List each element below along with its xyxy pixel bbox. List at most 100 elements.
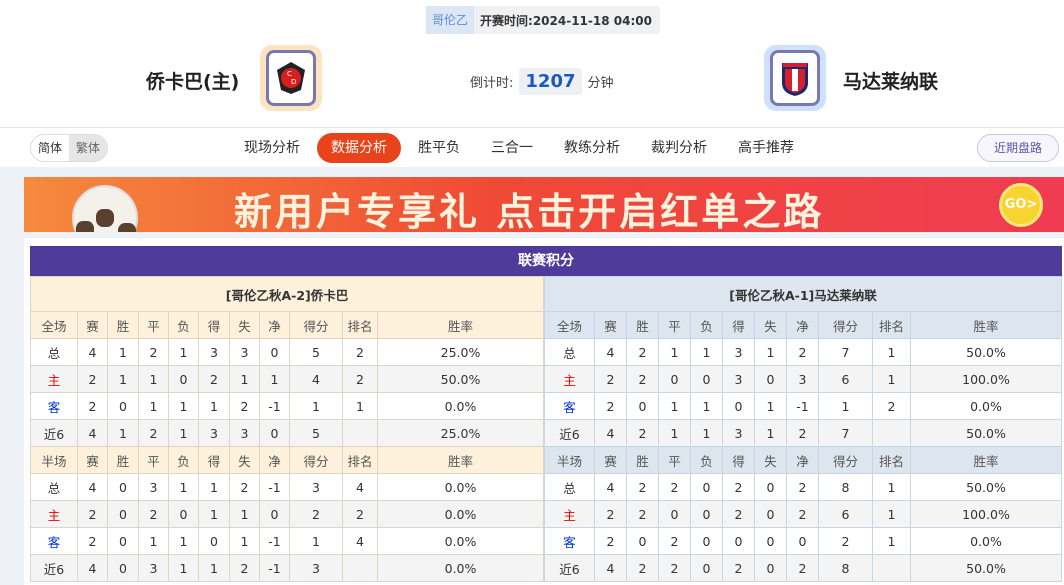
table-cell: 3 [138,554,169,582]
tab-referee-analysis[interactable]: 裁判分析 [651,140,707,156]
column-header: 净 [259,446,290,474]
table-cell: 0 [658,500,691,528]
table-cell: 3 [786,365,819,393]
tab-data-analysis[interactable]: 数据分析 [317,133,401,163]
recent-trend-button[interactable]: 近期盘路 [977,134,1059,162]
table-cell: 0 [754,500,787,528]
row-label: 近6 [544,419,595,447]
table-cell: 2 [594,527,627,555]
table-cell: 2 [626,473,659,501]
table-cell: 2 [818,527,873,555]
go-coin-icon[interactable]: GO> [999,183,1043,227]
table-row: 近6 4 0 3 1 1 2 -1 3 0.0% [30,554,544,582]
soccer-ball-icon [72,185,138,232]
table-row: 近6 4 1 2 1 3 3 0 5 25.0% [30,419,544,447]
table-cell: 2 [342,338,378,366]
table-cell: 0 [107,527,139,555]
table-cell: 2 [786,500,819,528]
table-cell: 50.0% [377,365,544,393]
team-caption-row: [哥伦乙秋A-1]马达莱纳联 [544,276,1062,312]
table-cell: -1 [259,392,290,420]
table-cell: 0 [259,419,290,447]
table-cell: 50.0% [910,419,1062,447]
table-cell: 0 [107,500,139,528]
column-header: 排名 [872,311,911,339]
away-team-logo[interactable] [764,45,826,111]
banner-text: 新用户专享礼 点击开启红单之路 [234,190,825,232]
team-caption: [哥伦乙秋A-1]马达莱纳联 [544,276,1062,312]
team-caption: [哥伦乙秋A-2]侨卡巴 [30,276,544,312]
tab-live-analysis[interactable]: 现场分析 [244,140,300,156]
away-team-name[interactable]: 马达莱纳联 [843,71,939,93]
column-header: 胜率 [910,311,1062,339]
table-cell: 0 [658,365,691,393]
table-row: 总 4 2 1 1 3 1 2 7 1 50.0% [544,338,1062,366]
table-row: 近6 4 2 2 0 2 0 2 8 50.0% [544,554,1062,582]
standings-title: 联赛积分 [30,246,1062,276]
row-label: 近6 [30,419,78,447]
column-header: 得 [198,311,230,339]
table-cell: 1 [658,419,691,447]
language-toggle[interactable]: 简体 繁体 [30,134,109,162]
table-cell: 0.0% [377,554,544,582]
tab-coach-analysis[interactable]: 教练分析 [564,140,620,156]
tab-three-in-one[interactable]: 三合一 [491,140,533,156]
table-cell: 2 [138,419,169,447]
away-standings-table: [哥伦乙秋A-1]马达莱纳联 全场赛胜平负得失净得分 排名 胜率总 4 2 1 1 3 1 2 7 1 5… [544,276,1062,582]
tab-expert-picks[interactable]: 高手推荐 [738,140,794,156]
table-cell: 4 [77,554,108,582]
svg-text:C: C [287,70,292,78]
table-cell: 50.0% [910,473,1062,501]
table-cell: 1 [872,527,911,555]
table-cell: 0 [786,527,819,555]
table-cell: 1 [229,527,260,555]
column-header: 净 [786,446,819,474]
table-cell: 0 [690,527,723,555]
table-cell: 1 [872,500,911,528]
table-cell: 0 [690,365,723,393]
header-row-half: 半场赛胜平负得失净得分 排名 胜率 [30,446,544,474]
table-cell: 3 [198,338,230,366]
countdown: 倒计时: 1207 分钟 [470,68,614,95]
table-cell: 2 [77,392,108,420]
column-header: 负 [168,446,199,474]
away-crest-icon [782,63,808,96]
table-cell: 0 [754,473,787,501]
table-cell: 1 [168,473,199,501]
table-cell: 2 [658,554,691,582]
lang-simplified[interactable]: 简体 [38,141,63,155]
lang-traditional[interactable]: 繁体 [69,135,108,161]
table-cell: 4 [77,338,108,366]
row-label: 主 [30,500,78,528]
column-header: 净 [259,311,290,339]
promo-banner[interactable]: 新用户专享礼 点击开启红单之路 GO> [24,177,1064,232]
home-team-name[interactable]: 侨卡巴(主) [146,71,240,93]
table-cell: 2 [722,500,755,528]
kickoff-label: 开赛时间: [480,13,533,28]
table-cell: 2 [626,338,659,366]
table-cell: 2 [77,527,108,555]
table-cell: 1 [872,365,911,393]
table-row: 总 4 2 2 0 2 0 2 8 1 50.0% [544,473,1062,501]
table-cell: 5 [289,338,343,366]
table-cell: 1 [818,392,873,420]
row-label: 客 [544,392,595,420]
table-cell: 1 [168,392,199,420]
column-header: 得分 [289,311,343,339]
table-cell: 4 [77,473,108,501]
table-cell: 3 [289,554,343,582]
league-link[interactable]: 哥伦乙 [426,6,475,34]
column-header: 胜 [107,446,139,474]
table-cell: 3 [289,473,343,501]
table-cell: 1 [754,419,787,447]
column-header: 赛 [77,311,108,339]
countdown-value: 1207 [519,68,582,95]
table-cell: 3 [138,473,169,501]
table-cell: 2 [786,554,819,582]
row-label: 客 [544,527,595,555]
table-cell: 1 [289,392,343,420]
tab-win-draw-loss[interactable]: 胜平负 [418,140,460,156]
table-cell: 25.0% [377,338,544,366]
